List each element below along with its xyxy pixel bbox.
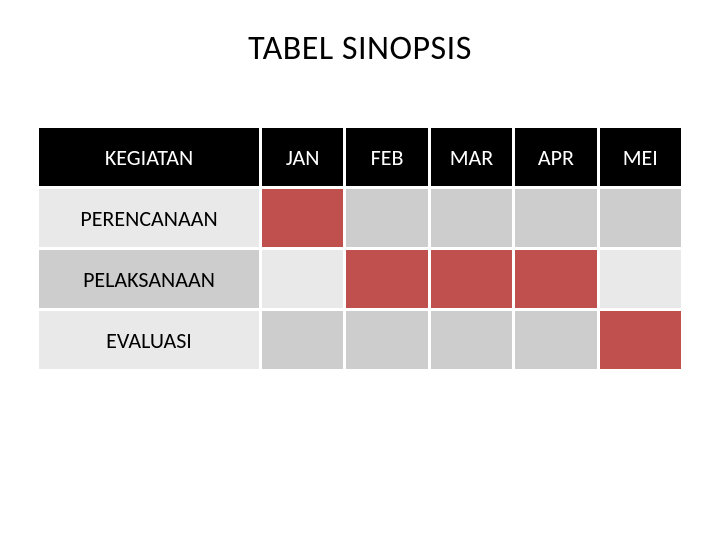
col-header-month: APR [515,128,596,186]
col-header-month: MAR [431,128,512,186]
row-label: PELAKSANAAN [39,250,259,308]
cell [600,250,681,308]
cell [431,250,512,308]
cell [431,189,512,247]
synopsis-table: KEGIATAN JAN FEB MAR APR MEI PERENCANAAN… [36,125,684,372]
table-row: EVALUASI [39,311,681,369]
col-header-month: MEI [600,128,681,186]
cell [515,250,596,308]
col-header-activity: KEGIATAN [39,128,259,186]
cell [346,250,427,308]
cell [262,311,343,369]
row-label: EVALUASI [39,311,259,369]
cell [515,311,596,369]
cell [346,311,427,369]
cell [600,189,681,247]
slide-container: TABEL SINOPSIS KEGIATAN JAN FEB MAR APR … [0,0,720,372]
cell [431,311,512,369]
page-title: TABEL SINOPSIS [36,28,684,69]
col-header-month: JAN [262,128,343,186]
cell [262,250,343,308]
table-header-row: KEGIATAN JAN FEB MAR APR MEI [39,128,681,186]
table-row: PELAKSANAAN [39,250,681,308]
cell [600,311,681,369]
cell [346,189,427,247]
table-row: PERENCANAAN [39,189,681,247]
row-label: PERENCANAAN [39,189,259,247]
cell [515,189,596,247]
cell [262,189,343,247]
col-header-month: FEB [346,128,427,186]
table-body: PERENCANAAN PELAKSANAAN EVALUASI [39,189,681,369]
